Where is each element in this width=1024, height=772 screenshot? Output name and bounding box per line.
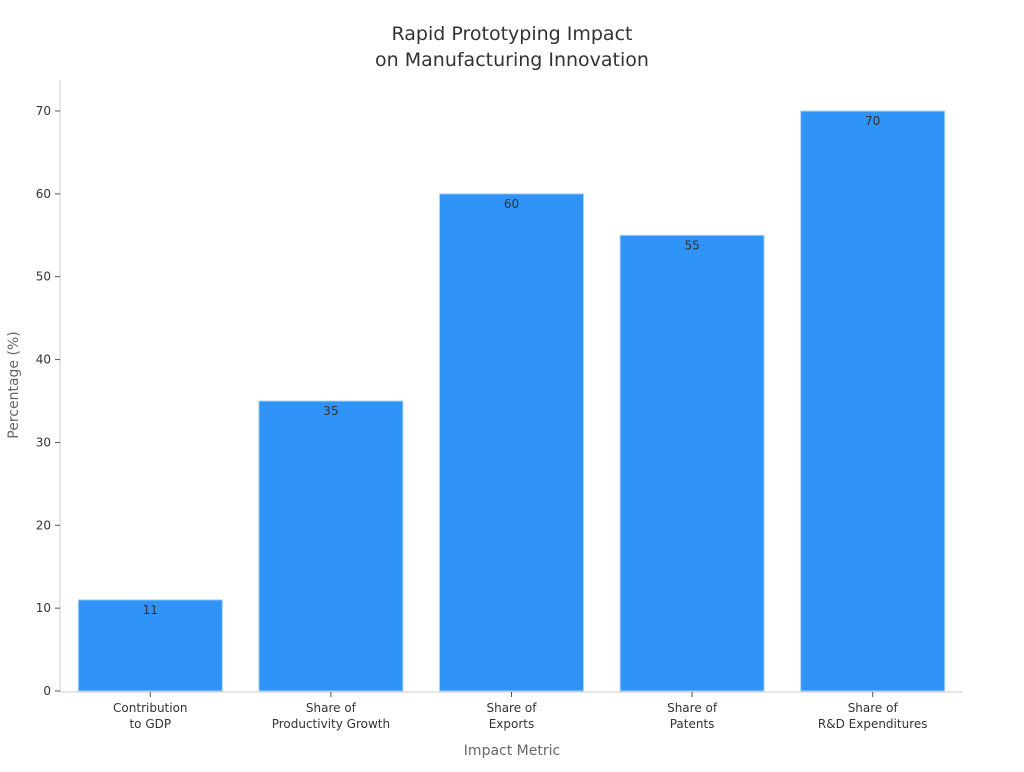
y-tick-label: 0 [43, 684, 51, 698]
x-tick-label: Productivity Growth [272, 717, 390, 731]
x-tick-label: Exports [489, 717, 535, 731]
x-tick-label: Share of [667, 701, 718, 715]
y-tick-label: 70 [36, 104, 51, 118]
x-tick-label: Contribution [113, 701, 188, 715]
bar [439, 193, 584, 692]
data-label: 11 [143, 603, 158, 617]
chart-title-line-2: on Manufacturing Innovation [375, 49, 649, 71]
y-tick-label: 60 [36, 187, 51, 201]
x-tick-label: R&D Expenditures [818, 717, 928, 731]
bar [77, 599, 223, 692]
y-tick-label: 20 [36, 518, 51, 532]
bar [258, 400, 404, 692]
data-label: 35 [323, 404, 338, 418]
x-tick-label: Patents [670, 717, 715, 731]
y-tick-label: 30 [36, 435, 51, 449]
data-label: 70 [865, 114, 880, 128]
bar [800, 110, 946, 692]
y-tick-label: 50 [36, 270, 51, 284]
x-tick-label: Share of [306, 701, 357, 715]
x-axis-label: Impact Metric [464, 743, 560, 759]
y-tick-label: 10 [36, 601, 51, 615]
bar [619, 234, 765, 692]
y-tick-label: 40 [36, 353, 51, 367]
x-tick-label: Share of [848, 701, 899, 715]
data-label: 55 [684, 238, 699, 252]
y-axis-label: Percentage (%) [6, 331, 22, 438]
data-label: 60 [504, 197, 519, 211]
chart-title-line-1: Rapid Prototyping Impact [392, 23, 633, 45]
x-tick-label: to GDP [129, 717, 171, 731]
x-tick-label: Share of [486, 701, 537, 715]
